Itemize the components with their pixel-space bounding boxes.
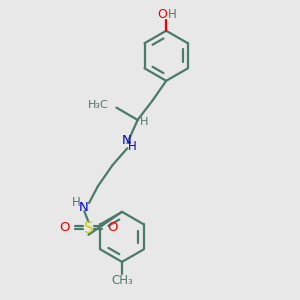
Text: H: H — [72, 196, 81, 209]
Text: H: H — [128, 140, 136, 153]
Text: H: H — [140, 117, 148, 127]
Text: CH₃: CH₃ — [111, 274, 133, 286]
Text: O: O — [108, 221, 118, 234]
Text: N: N — [78, 201, 88, 214]
Text: H₃C: H₃C — [87, 100, 108, 110]
Text: N: N — [122, 134, 132, 147]
Text: O: O — [158, 8, 168, 21]
Text: O: O — [59, 221, 69, 234]
Text: H: H — [168, 8, 177, 21]
Text: S: S — [84, 221, 93, 236]
